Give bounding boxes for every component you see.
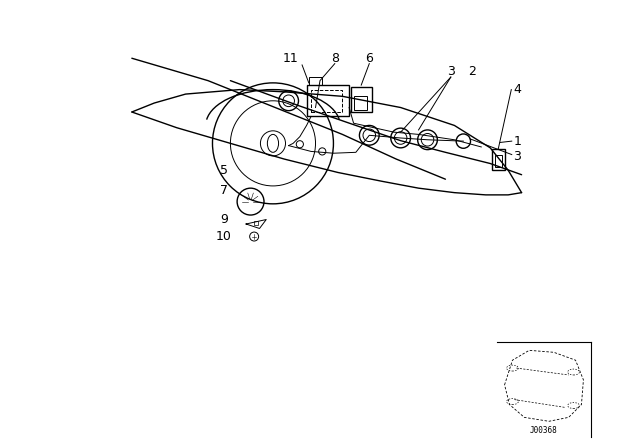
Text: 2: 2 (468, 65, 476, 78)
Text: 7: 7 (220, 184, 228, 197)
Bar (311, 90, 342, 112)
Bar (307, 85, 349, 116)
Text: 1: 1 (513, 134, 521, 148)
Text: J00368: J00368 (530, 426, 558, 435)
Text: 11: 11 (283, 52, 299, 65)
Text: 3: 3 (513, 150, 521, 164)
Bar (253, 221, 258, 225)
Bar (355, 96, 367, 110)
Text: 6: 6 (365, 52, 373, 65)
Text: 10: 10 (215, 229, 231, 243)
Bar (495, 155, 502, 167)
Text: 9: 9 (220, 213, 228, 226)
Bar (493, 149, 505, 170)
Text: 3: 3 (447, 65, 455, 78)
Text: 4: 4 (513, 83, 521, 96)
Bar (351, 87, 371, 112)
Text: 5: 5 (220, 164, 228, 177)
Text: 8: 8 (331, 52, 339, 65)
Bar (308, 77, 322, 85)
